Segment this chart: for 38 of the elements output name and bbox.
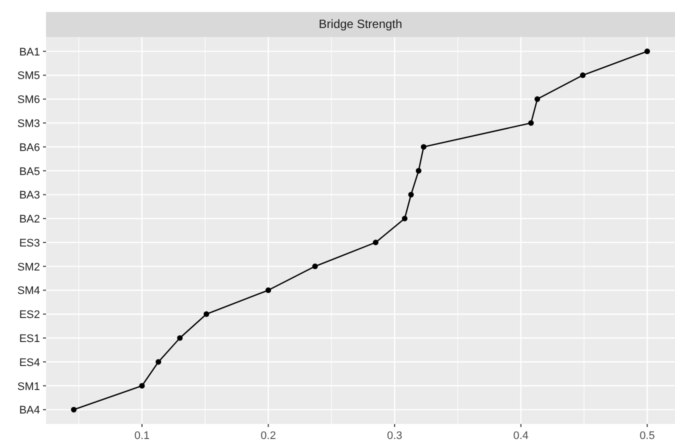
x-tick-label: 0.4 <box>513 430 529 442</box>
x-tick-label: 0.1 <box>134 430 150 442</box>
point <box>204 311 210 317</box>
y-tick-label: ES2 <box>19 309 40 322</box>
point <box>534 96 540 102</box>
x-tick-label: 0.5 <box>640 430 655 442</box>
point <box>265 287 272 294</box>
point <box>402 216 408 222</box>
x-tick-label: 0.2 <box>260 430 276 442</box>
y-tick-label: BA2 <box>19 214 40 226</box>
y-tick-label: ES3 <box>19 237 40 250</box>
y-tick-label: ES1 <box>19 333 40 345</box>
chart-title: Bridge Strength <box>318 17 402 31</box>
y-tick-label: BA1 <box>19 46 40 58</box>
y-tick-label: SM3 <box>17 118 40 130</box>
y-tick-label: SM5 <box>17 70 40 82</box>
y-tick-label: SM1 <box>17 380 40 393</box>
point <box>312 264 318 270</box>
y-tick-label: BA4 <box>19 404 40 417</box>
point <box>372 240 378 246</box>
y-tick-label: SM6 <box>17 94 40 106</box>
y-tick-label: ES4 <box>19 356 40 369</box>
point <box>644 48 650 54</box>
y-tick-label: SM2 <box>17 261 40 274</box>
point <box>70 406 77 412</box>
point <box>580 72 586 78</box>
y-tick-label: BA6 <box>19 142 40 154</box>
y-tick-label: BA5 <box>19 166 40 178</box>
point <box>528 120 534 126</box>
point <box>139 382 145 389</box>
point <box>156 359 162 365</box>
point <box>420 144 426 150</box>
point <box>408 192 414 198</box>
point <box>177 335 183 341</box>
y-tick-label: SM4 <box>17 285 40 298</box>
point <box>416 168 422 174</box>
x-tick-label: 0.3 <box>386 430 402 442</box>
y-tick-label: BA3 <box>19 190 40 202</box>
